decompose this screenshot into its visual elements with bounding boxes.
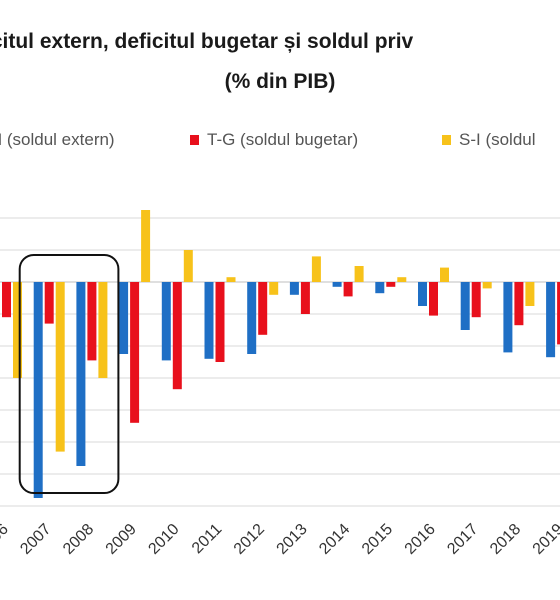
bar-1-2009 (130, 282, 140, 423)
x-tick-2007: 2007 (17, 521, 54, 558)
x-tick-2009: 2009 (103, 521, 140, 558)
bar-1-2011 (215, 282, 225, 362)
bar-1-2010 (172, 282, 182, 390)
chart-title-line2: (% din PIB) (224, 70, 336, 93)
x-tick-2013: 2013 (274, 521, 311, 558)
bar-1-2016 (429, 282, 438, 316)
bar-2-2011 (226, 277, 236, 282)
bar-1-2006 (2, 282, 11, 318)
bar-1-2013 (300, 282, 310, 314)
legend-item-private: S-I (soldul (442, 130, 536, 150)
legend-swatch-budget (190, 135, 199, 145)
bar-2-2013 (311, 256, 321, 282)
bar-0-2008 (76, 282, 86, 466)
bar-1-2019 (557, 282, 560, 345)
bar-0-2014 (332, 282, 342, 287)
bar-2-2015 (397, 277, 407, 282)
bar-1-2018 (514, 282, 524, 326)
bar-0-2007 (33, 282, 43, 498)
chart-title-line1: ficitul extern, deficitul bugetar și sol… (0, 30, 414, 53)
bar-2-2008 (98, 282, 108, 378)
bar-2-2016 (440, 267, 449, 282)
x-tick-2006: 2006 (0, 521, 12, 558)
highlight-box (18, 254, 120, 494)
bar-2-2006 (13, 282, 22, 378)
bar-0-2015 (375, 282, 385, 294)
bar-0-2011 (204, 282, 214, 359)
x-tick-2018: 2018 (487, 521, 524, 558)
bar-2-2009 (141, 210, 151, 282)
bar-1-2008 (87, 282, 97, 361)
x-tick-2011: 2011 (189, 521, 225, 557)
bar-2-2017 (482, 282, 492, 289)
bar-2-2014 (354, 266, 364, 282)
bar-1-2015 (386, 282, 396, 287)
x-tick-2008: 2008 (60, 521, 97, 558)
legend-item-external: M (soldul extern) (0, 130, 115, 150)
bar-0-2017 (460, 282, 470, 330)
x-tick-2010: 2010 (145, 521, 182, 558)
bar-0-2012 (247, 282, 257, 354)
x-tick-2016: 2016 (402, 521, 439, 558)
legend-swatch-private (442, 135, 451, 145)
legend-label-external: M (soldul extern) (0, 130, 115, 149)
bar-2-2012 (269, 282, 279, 295)
legend-label-budget: T-G (soldul bugetar) (207, 130, 359, 149)
bar-2-2010 (183, 250, 193, 282)
bar-1-2007 (44, 282, 54, 324)
x-tick-2014: 2014 (316, 521, 353, 558)
bar-2-2018 (525, 282, 535, 306)
bar-1-2014 (343, 282, 353, 297)
bar-1-2017 (471, 282, 481, 318)
bar-0-2016 (418, 282, 427, 306)
legend-label-private: S-I (soldul (459, 130, 536, 149)
bar-2-2007 (55, 282, 65, 452)
x-tick-2012: 2012 (231, 521, 268, 558)
x-tick-2019: 2019 (530, 521, 560, 558)
bar-0-2009 (119, 282, 129, 354)
bar-0-2019 (546, 282, 556, 358)
bar-0-2010 (161, 282, 171, 361)
bar-0-2013 (289, 282, 299, 295)
legend-item-budget: T-G (soldul bugetar) (190, 130, 358, 150)
x-tick-2017: 2017 (444, 521, 481, 558)
x-tick-2015: 2015 (359, 521, 396, 558)
bar-1-2012 (258, 282, 268, 335)
bar-0-2018 (503, 282, 513, 353)
